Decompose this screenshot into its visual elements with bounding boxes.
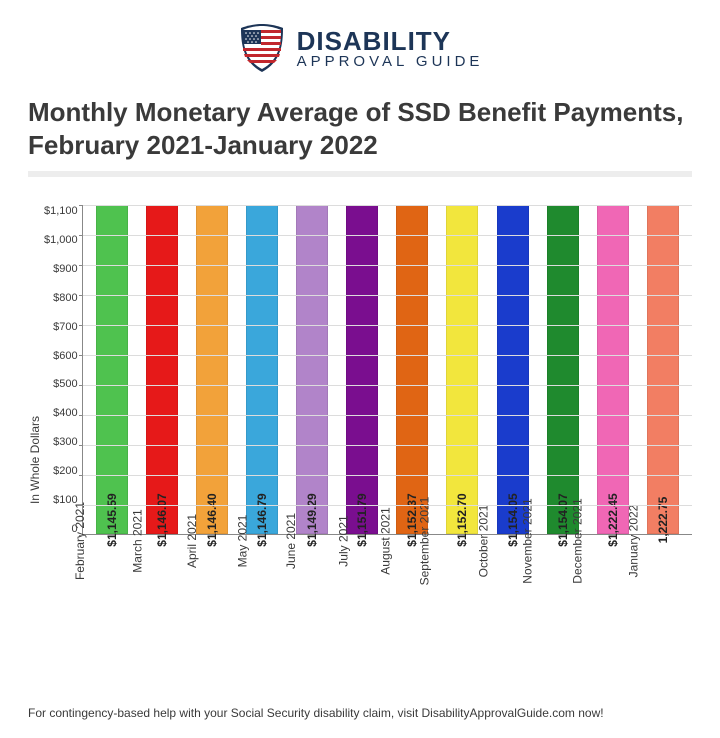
bar: $1,151.79: [346, 205, 378, 534]
bar-column: $1,146.40: [187, 205, 237, 534]
y-tick-label: $500: [53, 378, 77, 390]
grid-line: [83, 205, 692, 206]
logo-line2: APPROVAL GUIDE: [297, 54, 484, 69]
y-tick-label: $1,000: [44, 234, 78, 246]
bar: $1,152.37: [396, 205, 428, 534]
bar: $1,145.59: [96, 205, 128, 534]
x-tick-label: August 2021: [379, 507, 393, 574]
bar-value-label: $1,146.07: [155, 493, 169, 546]
bar: 1,222.75: [647, 205, 679, 534]
y-tick-label: $400: [53, 407, 77, 419]
x-tick-label: January 2022: [627, 505, 641, 578]
bar-column: $1,152.70: [437, 205, 487, 534]
grid-line: [83, 355, 692, 356]
shield-icon: [237, 22, 287, 74]
x-tick-label: September 2021: [418, 497, 432, 586]
grid-line: [83, 385, 692, 386]
bar-column: $1,149.29: [287, 205, 337, 534]
y-tick-label: $300: [53, 436, 77, 448]
bars-container: $1,145.59 $1,146.07 $1,146.40 $1,146.79 $1,1…: [83, 205, 692, 534]
bar-column: $1,222.45: [588, 205, 638, 534]
grid-line: [83, 235, 692, 236]
x-tick-label: April 2021: [185, 514, 199, 568]
x-tick-label: May 2021: [236, 515, 250, 568]
chart-area: In Whole Dollars $1,100 $1,000 $900 $800 $70…: [28, 205, 692, 625]
y-tick-label: $700: [53, 321, 77, 333]
bar: $1,146.79: [246, 205, 278, 534]
grid-line: [83, 265, 692, 266]
grid-line: [83, 325, 692, 326]
bar-column: $1,145.59: [87, 205, 137, 534]
bar-value-label: $1,154.07: [556, 493, 570, 546]
x-tick-label: June 2021: [284, 513, 298, 569]
y-tick-label: $1,100: [44, 205, 78, 217]
y-axis: $1,100 $1,000 $900 $800 $700 $600 $500 $400 $300…: [44, 205, 82, 535]
bar-column: $1,146.79: [237, 205, 287, 534]
bar-column: $1,151.79: [337, 205, 387, 534]
y-tick-label: $900: [53, 263, 77, 275]
bar: $1,146.40: [196, 205, 228, 534]
y-tick-label: $600: [53, 350, 77, 362]
y-axis-label: In Whole Dollars: [28, 326, 42, 504]
y-tick-label: $800: [53, 292, 77, 304]
bar-column: $1,152.37: [387, 205, 437, 534]
bar-value-label: $1,149.29: [305, 493, 319, 546]
bar-value-label: $1,146.79: [255, 493, 269, 546]
bar-value-label: $1,146.40: [205, 493, 219, 546]
bar: $1,222.45: [597, 205, 629, 534]
logo-line1: DISABILITY: [297, 28, 484, 54]
logo-row: DISABILITY APPROVAL GUIDE: [28, 22, 692, 74]
bar-column: $1,146.07: [137, 205, 187, 534]
grid-line: [83, 475, 692, 476]
grid-line: [83, 505, 692, 506]
x-tick-label: December 2021: [570, 498, 584, 583]
title-underline: [28, 171, 692, 177]
y-tick-label: $200: [53, 465, 77, 477]
x-tick-label: March 2021: [130, 509, 144, 572]
grid-line: [83, 445, 692, 446]
bar-value-label: 1,222.75: [656, 497, 670, 544]
bar: $1,154.05: [497, 205, 529, 534]
bar-value-label: $1,145.59: [105, 493, 119, 546]
x-tick-label: February 2021: [73, 502, 87, 580]
bar-value-label: $1,151.79: [355, 493, 369, 546]
chart-title: Monthly Monetary Average of SSD Benefit …: [28, 96, 692, 161]
x-tick-label: November 2021: [520, 498, 534, 583]
bar: $1,146.07: [146, 205, 178, 534]
bar: $1,154.07: [547, 205, 579, 534]
plot-area: $1,145.59 $1,146.07 $1,146.40 $1,146.79 $1,1…: [82, 205, 692, 535]
x-tick-label: October 2021: [476, 505, 490, 578]
grid-line: [83, 295, 692, 296]
bar-column: 1,222.75: [638, 205, 688, 534]
bar-value-label: $1,152.70: [455, 493, 469, 546]
bar: $1,149.29: [296, 205, 328, 534]
footer-text: For contingency-based help with your Soc…: [28, 706, 692, 720]
logo-text: DISABILITY APPROVAL GUIDE: [297, 28, 484, 69]
bar-column: $1,154.05: [488, 205, 538, 534]
x-tick-label: July 2021: [337, 515, 351, 566]
bar-column: $1,154.07: [538, 205, 588, 534]
bar: $1,152.70: [446, 205, 478, 534]
bar-value-label: $1,154.05: [506, 493, 520, 546]
bar-value-label: $1,222.45: [606, 493, 620, 546]
grid-line: [83, 415, 692, 416]
